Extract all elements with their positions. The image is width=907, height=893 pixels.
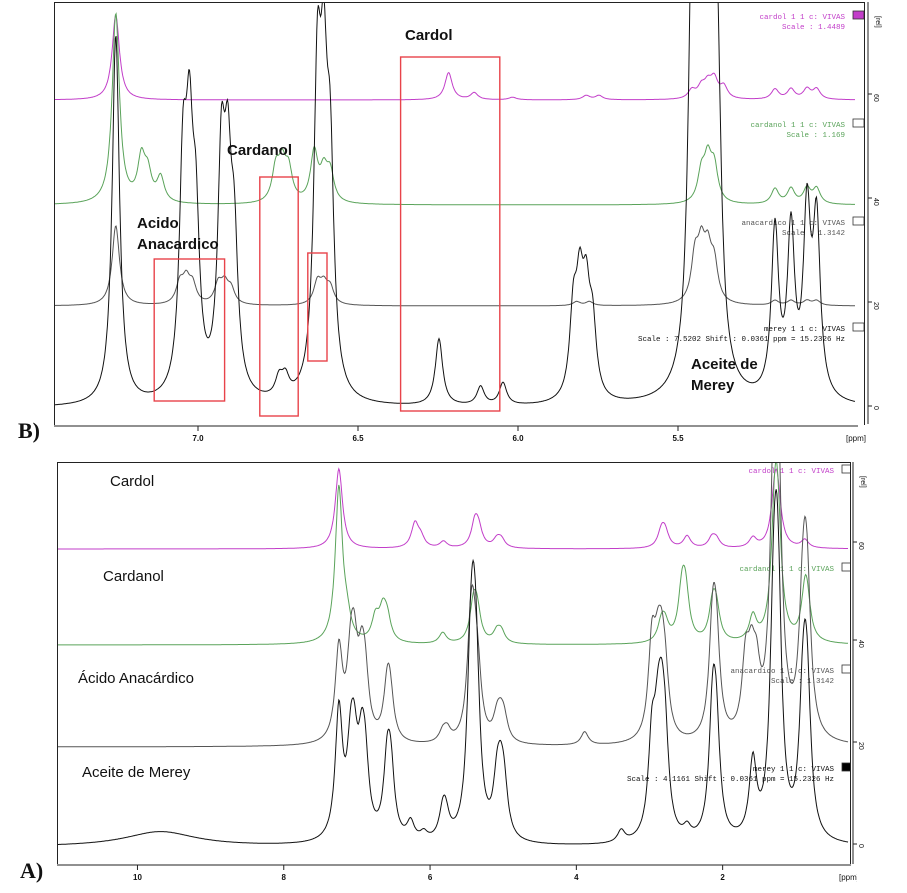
series-annotation: Anacardico <box>137 236 219 253</box>
series-annotation: Merey <box>691 377 735 394</box>
series-scale: Scale : 1.4489 <box>782 24 845 32</box>
series-scale: Scale : 4.1161 Shift : 0.0361 ppm = 15.2… <box>627 776 834 784</box>
legend-box-icon <box>841 562 850 572</box>
y-tick-label: 0 <box>872 406 879 410</box>
series-stamp: anacardico 1 1 c: VIVAS <box>741 220 845 228</box>
series-annotation: Cardol <box>405 27 453 44</box>
spectrum-line-acido-anacardico <box>55 225 855 307</box>
highlight-box <box>307 252 328 362</box>
series-annotation: Cardanol <box>227 142 292 159</box>
series-annotation: Ácido Anacárdico <box>78 670 194 687</box>
legend-box-icon <box>852 10 864 20</box>
y-axis-label: [rel] <box>859 476 866 488</box>
x-tick-label: 6 <box>428 873 433 882</box>
spectrum-line-cardanol <box>55 12 855 206</box>
legend-box-icon <box>841 664 850 674</box>
highlight-box <box>259 176 299 417</box>
x-tick-label: 6.0 <box>512 434 524 443</box>
spectrum-line-cardol <box>55 14 855 101</box>
panel-b-y-axis: [rel] 0 20 40 60 <box>867 2 881 424</box>
series-annotation: Aceite de <box>691 356 758 373</box>
legend-box-icon <box>852 322 864 332</box>
series-stamp: cardol 1 1 c: VIVAS <box>759 14 845 22</box>
series-stamp: cardol 1 1 c: VIVAS <box>748 468 834 476</box>
x-tick-label: 6.5 <box>352 434 364 443</box>
panel-a-chart: cardol 1 1 c: VIVAS cardanol 1 1 c: VIVAS… <box>57 462 851 866</box>
spectrum-line-aceite-de-merey <box>55 3 856 406</box>
series-stamp: anacardico 1 1 c: VIVAS <box>730 668 834 676</box>
legend-box-icon <box>841 762 850 772</box>
series-scale: Scale : 1.169 <box>786 132 845 140</box>
x-axis-label: [ppm] <box>846 434 866 443</box>
series-annotation: Cardol <box>110 473 154 490</box>
panel-a-spectra: cardol 1 1 c: VIVAS cardanol 1 1 c: VIVAS… <box>58 463 850 845</box>
series-scale: Scale : 1.3142 <box>782 230 845 238</box>
y-tick-label: 40 <box>857 640 864 648</box>
highlight-box <box>153 258 226 402</box>
series-annotation: Acido <box>137 215 179 232</box>
x-tick-label: 10 <box>133 873 142 882</box>
series-stamp: merey 1 1 c: VIVAS <box>753 766 835 774</box>
series-scale: Scale : 7.5202 Shift : 0.0361 ppm = 15.2… <box>638 336 845 344</box>
series-annotation: Cardanol <box>103 568 164 585</box>
x-axis-label: [ppm] <box>839 873 857 882</box>
panel-a-y-axis: [rel] 0 20 40 60 <box>852 462 866 864</box>
legend-box-icon <box>841 464 850 474</box>
x-tick-label: 5.5 <box>672 434 684 443</box>
highlight-box <box>399 56 501 412</box>
series-stamp: cardanol 1 1 c: VIVAS <box>750 122 845 130</box>
panel-a-x-axis: 10 8 6 4 2 [ppm] <box>57 864 859 888</box>
series-stamp: cardanol 1 1 c: VIVAS <box>739 566 834 574</box>
y-tick-label: 20 <box>872 302 879 310</box>
y-tick-label: 60 <box>857 542 864 550</box>
spectrum-line-aceite-de-merey <box>58 489 849 845</box>
y-axis-label: [rel] <box>874 16 881 28</box>
x-tick-label: 8 <box>282 873 287 882</box>
spectrum-line-cardanol <box>58 463 848 646</box>
panel-b-letter: B) <box>18 418 40 443</box>
x-tick-label: 4 <box>574 873 579 882</box>
series-annotation: Aceite de Merey <box>82 764 191 781</box>
x-tick-label: 7.0 <box>192 434 204 443</box>
panel-b-chart: cardol 1 1 c: VIVAS Scale : 1.4489 cardano… <box>54 2 865 426</box>
legend-box-icon <box>852 118 864 128</box>
series-scale: Scale : 1.3142 <box>771 678 834 686</box>
series-stamp: merey 1 1 c: VIVAS <box>764 326 846 334</box>
spectrum-line-cardol <box>58 467 848 550</box>
y-tick-label: 0 <box>857 844 864 848</box>
spectrum-line--cido-anacardico <box>58 463 849 748</box>
panel-a-letter: A) <box>20 858 44 883</box>
y-tick-label: 20 <box>857 742 864 750</box>
x-tick-label: 2 <box>720 873 725 882</box>
y-tick-label: 60 <box>872 94 879 102</box>
panel-b-spectra: cardol 1 1 c: VIVAS Scale : 1.4489 cardano… <box>55 3 864 417</box>
y-tick-label: 40 <box>872 198 879 206</box>
panel-b-x-axis: 7.0 6.5 6.0 5.5 [ppm] <box>54 425 874 449</box>
legend-box-icon <box>852 216 864 226</box>
